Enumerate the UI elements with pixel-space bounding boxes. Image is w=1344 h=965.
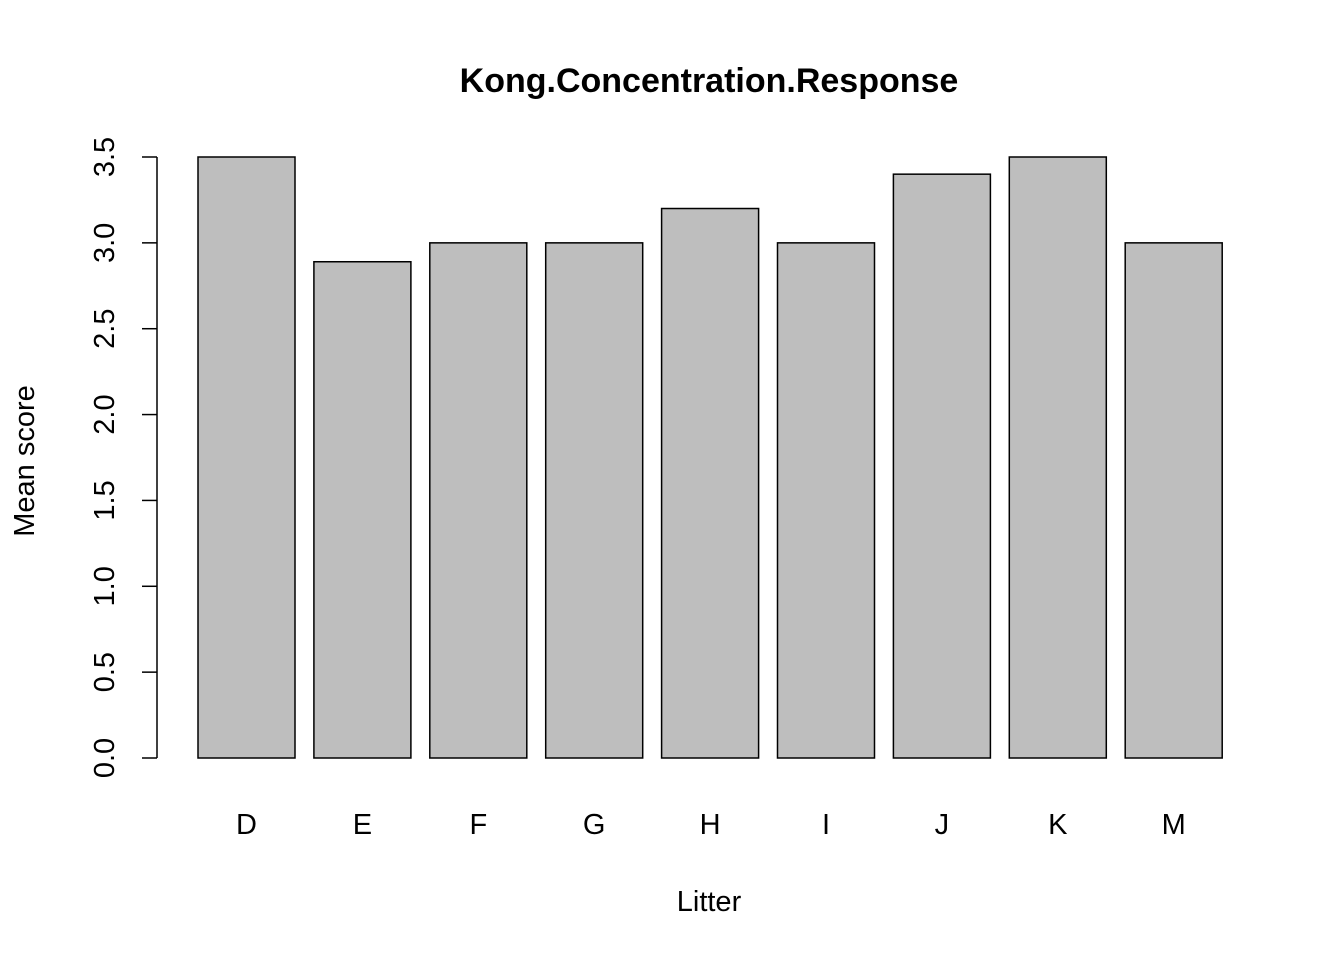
x-tick-label-H: H (700, 809, 721, 841)
bar-F (429, 242, 528, 759)
bar-E (313, 260, 412, 759)
y-tick-label: 0.5 (89, 652, 121, 692)
y-tick-label: 1.0 (89, 566, 121, 606)
x-tick-label-F: F (469, 809, 487, 841)
y-tick-label: 1.5 (89, 480, 121, 520)
x-tick-label-I: I (822, 809, 830, 841)
y-tick-label: 0.0 (89, 738, 121, 778)
bars-group (197, 156, 1223, 759)
x-tick-label-M: M (1162, 809, 1186, 841)
bar-K (1008, 156, 1108, 759)
bar-H (660, 207, 760, 759)
y-axis-label: Mean score (9, 385, 41, 537)
x-tick-label-D: D (236, 809, 257, 841)
y-tick-label: 2.5 (89, 309, 121, 349)
x-tick-label-G: G (583, 809, 606, 841)
bar-I (776, 242, 876, 759)
y-axis: 0.0 0.5 1.0 1.5 2.0 2.5 3.0 3.5 (89, 137, 158, 778)
bar-G (544, 242, 644, 759)
x-tick-label-J: J (935, 809, 950, 841)
y-tick-label: 2.0 (89, 394, 121, 434)
y-tick-label: 3.5 (89, 137, 121, 177)
bar-J (892, 173, 992, 759)
bar-M (1124, 242, 1223, 759)
bar-D (197, 156, 296, 759)
x-tick-label-E: E (353, 809, 372, 841)
y-tick-label: 3.0 (89, 223, 121, 263)
x-axis-label: Litter (677, 886, 742, 918)
chart-title: Kong.Concentration.Response (460, 62, 959, 100)
x-tick-label-K: K (1048, 809, 1068, 841)
